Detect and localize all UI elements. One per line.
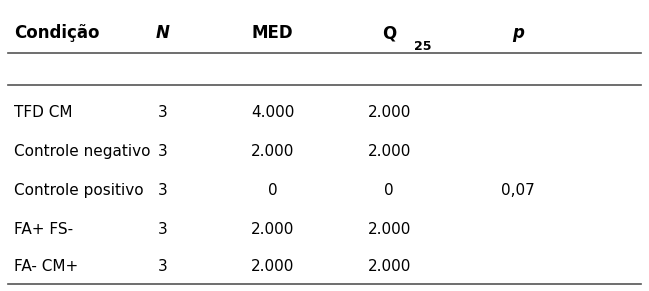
Text: 0: 0 (268, 183, 278, 198)
Text: 3: 3 (158, 221, 168, 237)
Text: Condição: Condição (14, 24, 100, 42)
Text: 2.000: 2.000 (251, 221, 295, 237)
Text: 0,07: 0,07 (502, 183, 535, 198)
Text: 2.000: 2.000 (367, 221, 411, 237)
Text: N: N (156, 24, 170, 42)
Text: 2.000: 2.000 (367, 144, 411, 159)
Text: 25: 25 (413, 40, 431, 53)
Text: MED: MED (252, 24, 293, 42)
Text: 3: 3 (158, 259, 168, 274)
Text: Q: Q (382, 24, 397, 42)
Text: TFD CM: TFD CM (14, 105, 73, 120)
Text: 3: 3 (158, 105, 168, 120)
Text: 3: 3 (158, 183, 168, 198)
Text: Controle negativo: Controle negativo (14, 144, 151, 159)
Text: 3: 3 (158, 144, 168, 159)
Text: 2.000: 2.000 (251, 144, 295, 159)
Text: 2.000: 2.000 (367, 105, 411, 120)
Text: FA- CM+: FA- CM+ (14, 259, 79, 274)
Text: p: p (513, 24, 524, 42)
Text: FA+ FS-: FA+ FS- (14, 221, 73, 237)
Text: 0: 0 (384, 183, 394, 198)
Text: Controle positivo: Controle positivo (14, 183, 144, 198)
Text: 2.000: 2.000 (367, 259, 411, 274)
Text: 4.000: 4.000 (251, 105, 295, 120)
Text: 2.000: 2.000 (251, 259, 295, 274)
